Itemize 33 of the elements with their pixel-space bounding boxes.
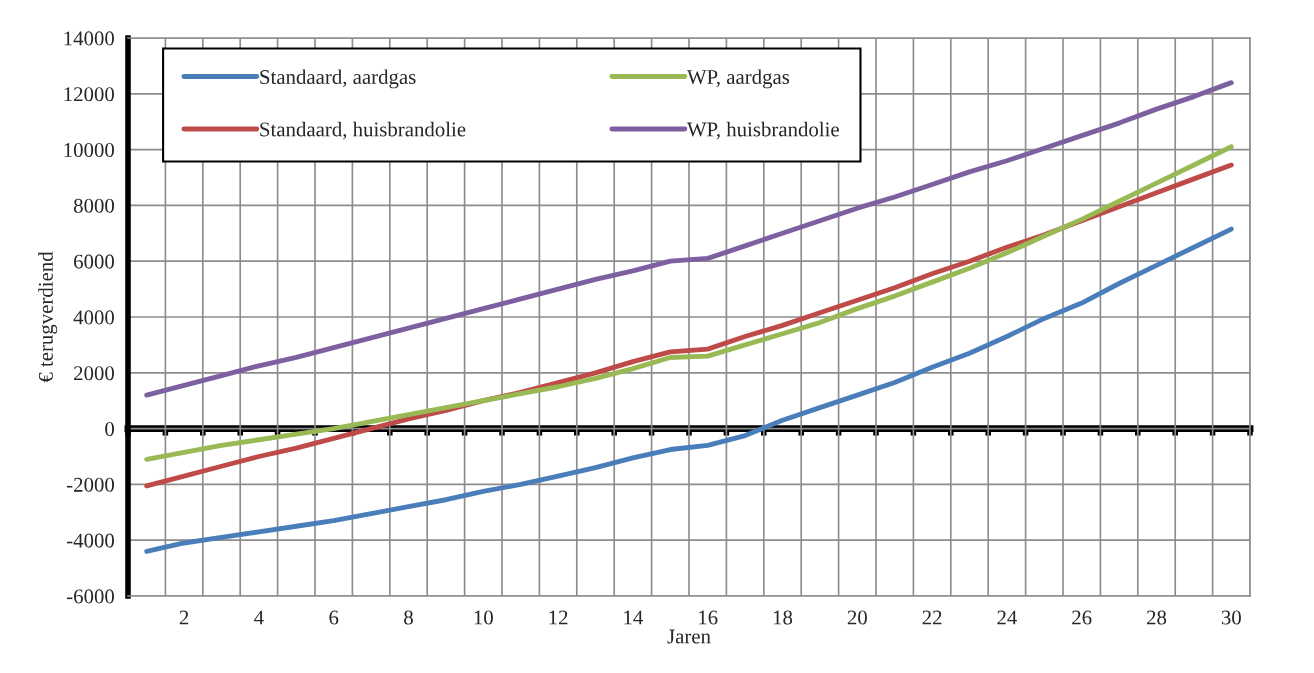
y-tick-label: -4000	[66, 533, 115, 548]
x-axis-title: Jaren	[667, 629, 711, 644]
y-tick-label: 2000	[74, 366, 115, 381]
y-axis-title: € terugverdiend	[38, 251, 58, 383]
y-tick-label: 0	[105, 421, 115, 437]
x-tick-label: 16	[699, 610, 718, 625]
x-tick-label: 2	[179, 610, 189, 625]
y-tick-label: 10000	[64, 142, 115, 158]
x-tick-label: 12	[549, 610, 568, 625]
x-tick-label: 28	[1147, 610, 1167, 625]
legend-label: WP, aardgas	[686, 69, 790, 89]
x-tick-label: 26	[1072, 610, 1092, 625]
y-tick-label: 12000	[64, 87, 115, 102]
x-tick-label: 4	[254, 610, 264, 625]
x-tick-label: 8	[404, 610, 413, 625]
y-tick-label: 8000	[73, 198, 115, 213]
x-tick-label: 24	[997, 610, 1017, 625]
y-tick-label: 6000	[74, 254, 115, 269]
x-tick-label: 10	[474, 610, 493, 625]
y-tick-label: 14000	[64, 31, 115, 46]
y-tick-label: -6000	[66, 589, 115, 604]
x-tick-label: 14	[624, 610, 643, 625]
legend-label: Standaard, huisbrandolie	[260, 121, 466, 140]
legend-label: Standaard, aardgas	[260, 69, 416, 89]
x-tick-label: 22	[922, 610, 942, 625]
y-tick-label: 4000	[73, 310, 115, 325]
line-series	[144, 226, 1234, 554]
legend-label: WP, huisbrandolie	[686, 121, 839, 140]
x-tick-label: 18	[773, 610, 793, 625]
y-tick-label: -2000	[66, 477, 115, 492]
x-tick-label: 6	[329, 610, 339, 625]
x-tick-label: 30	[1221, 610, 1241, 625]
x-tick-label: 20	[847, 610, 867, 625]
